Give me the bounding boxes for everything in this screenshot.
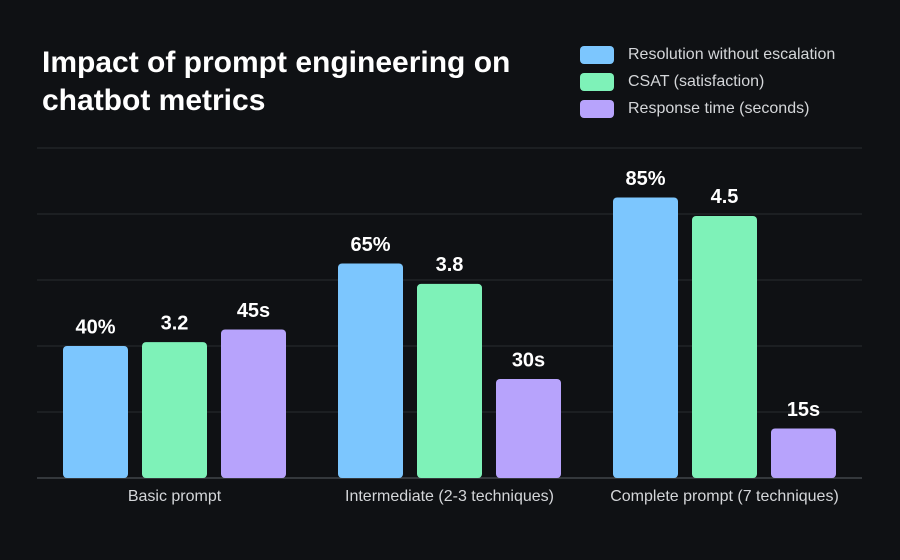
x-tick-label: Intermediate (2-3 techniques) [345,488,554,505]
bar [221,329,286,478]
legend-label: Response time (seconds) [628,100,809,117]
legend-label: Resolution without escalation [628,46,835,63]
legend-swatch [580,73,614,91]
bar [692,215,757,479]
bar [142,342,207,478]
x-tick-label: Basic prompt [128,488,222,505]
data-label: 4.5 [711,186,739,208]
legend-swatch [580,46,614,64]
legend-label: CSAT (satisfaction) [628,73,764,90]
bar [613,197,678,478]
data-label: 3.2 [161,312,189,334]
data-label: 30s [512,349,545,371]
data-label: 65% [350,234,390,256]
data-label: 85% [625,168,665,190]
bar [63,346,128,478]
bar [771,428,836,478]
bar [338,263,403,478]
data-label: 15s [787,399,820,421]
x-tick-label: Complete prompt (7 techniques) [610,488,839,505]
chart-title: Impact of prompt engineering on chatbot … [42,46,511,117]
data-label: 40% [75,316,115,338]
data-label: 3.8 [436,254,464,276]
data-label: 45s [237,300,270,322]
legend-swatch [580,100,614,118]
bar [417,283,482,478]
bar [496,379,561,478]
